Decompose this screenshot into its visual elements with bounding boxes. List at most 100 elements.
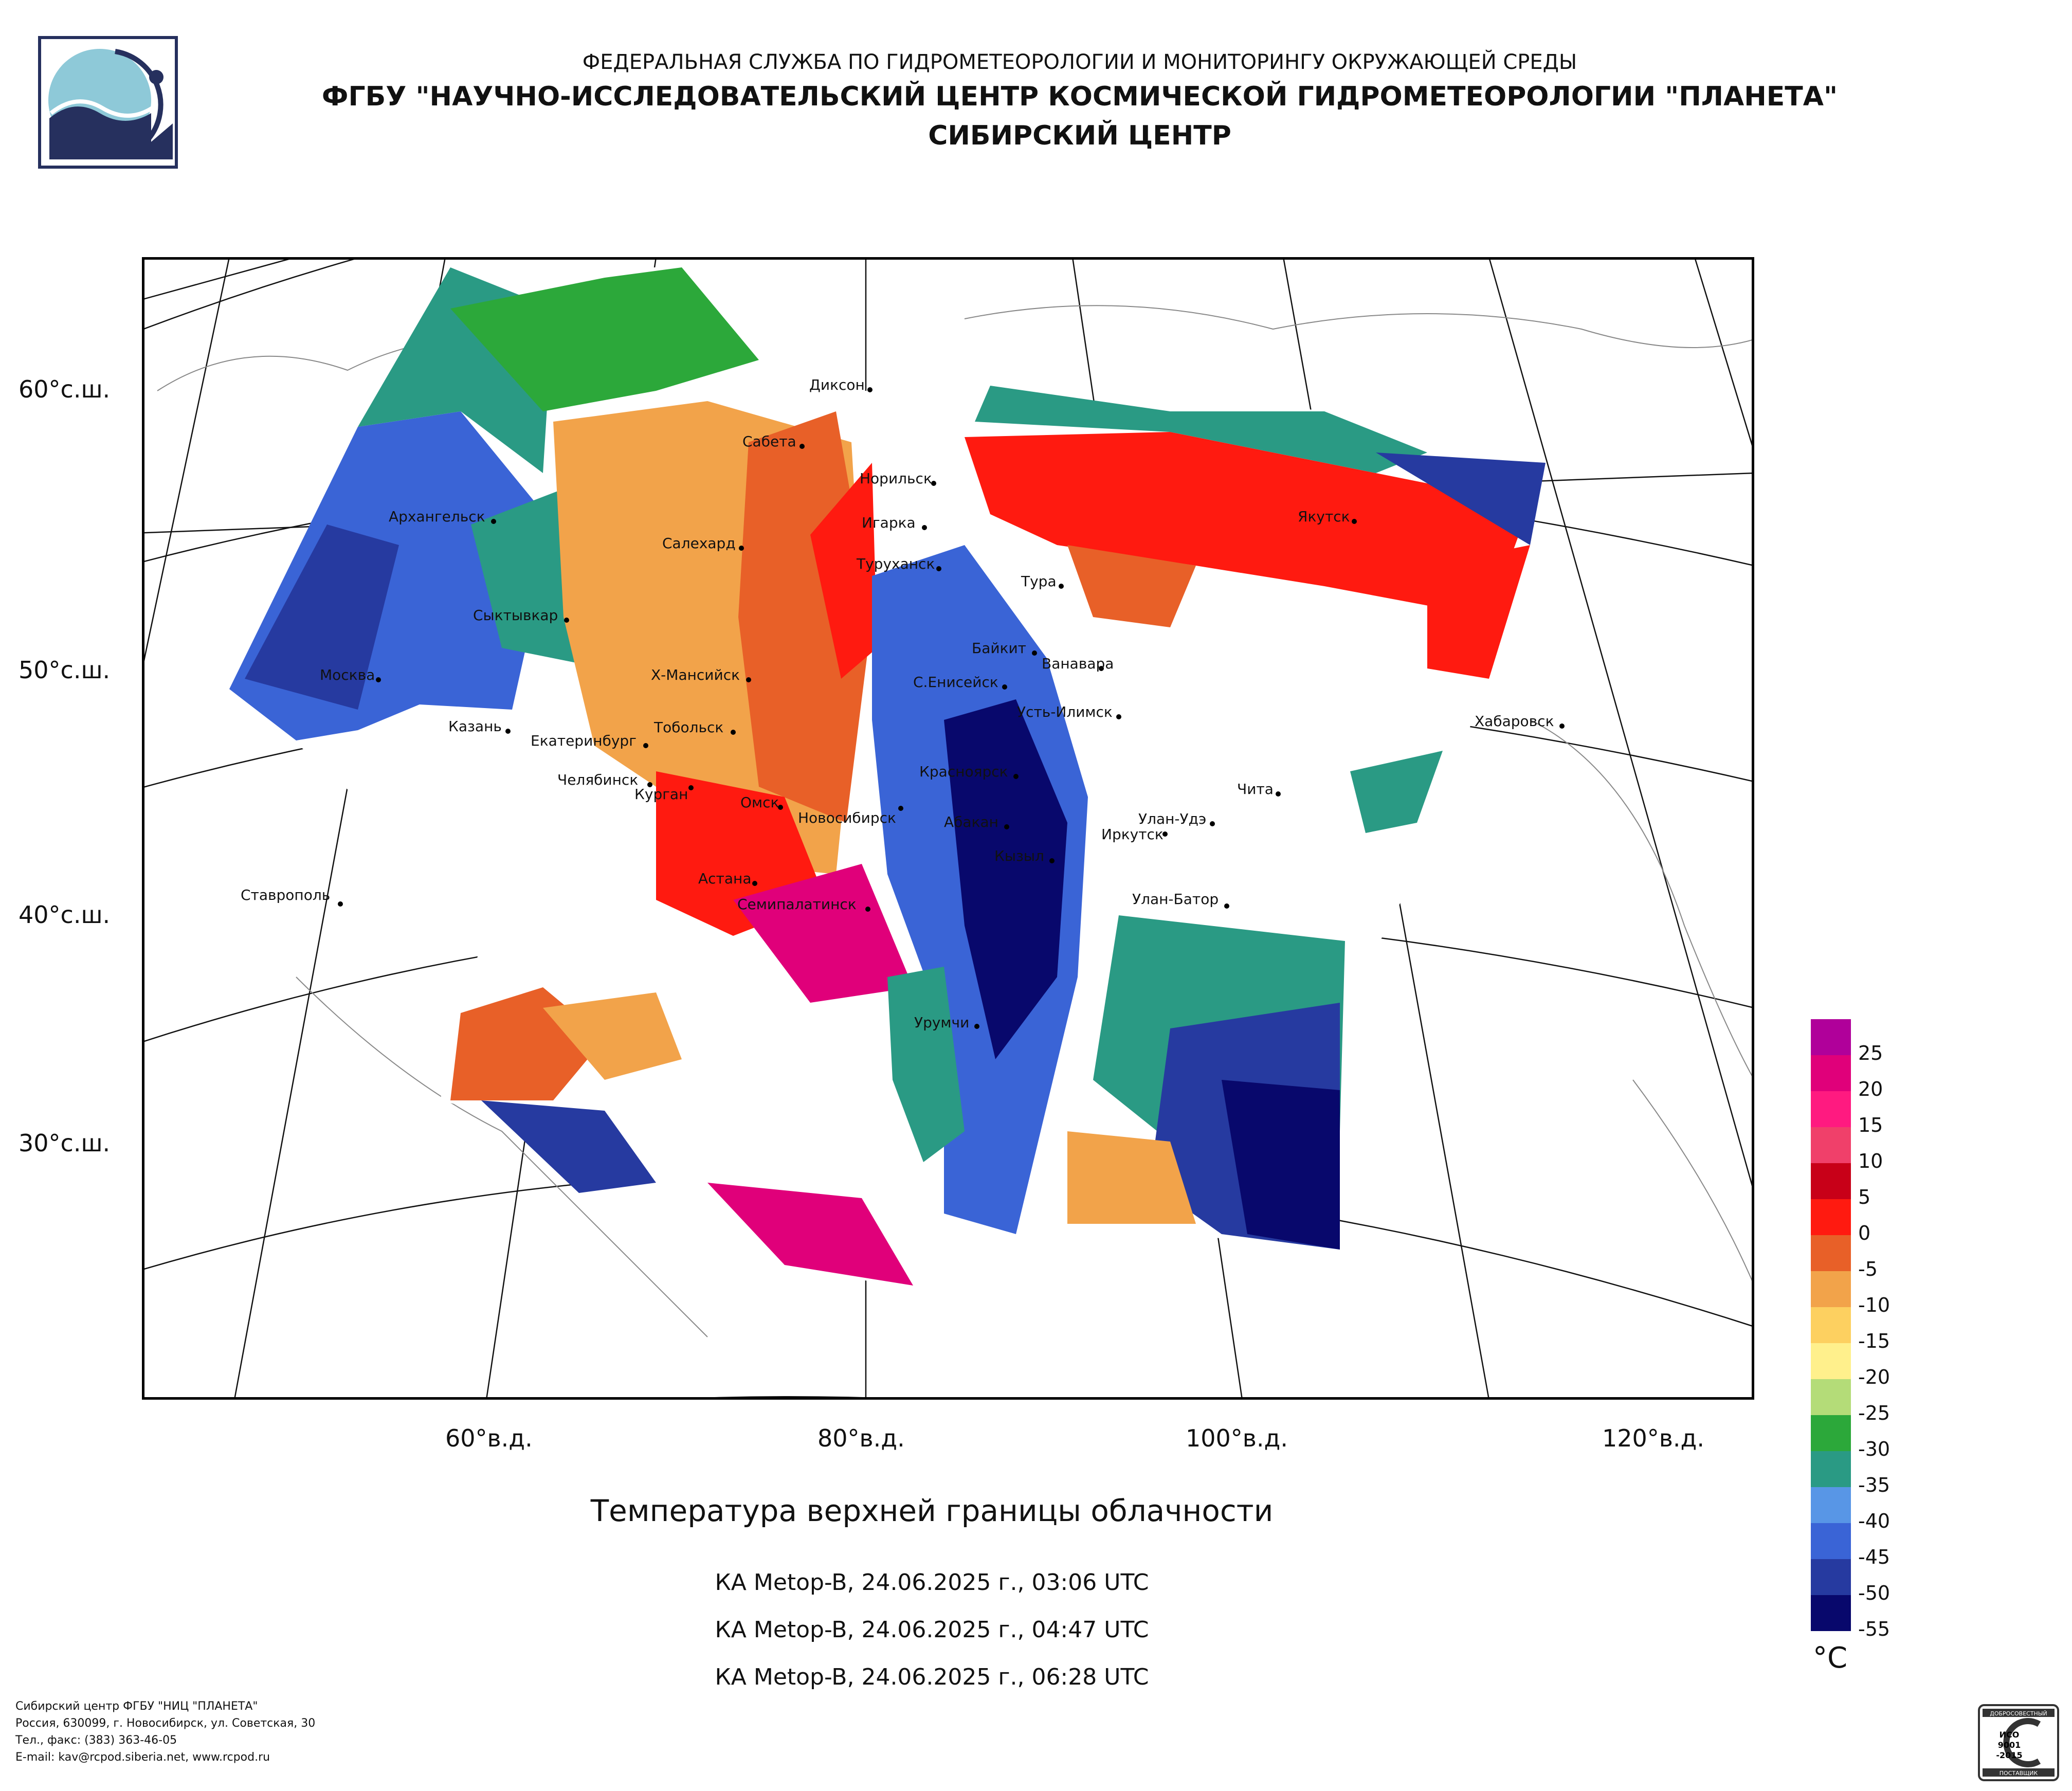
city-severo-yeniseysk: С.Енисейск [913, 674, 1007, 691]
legend-swatch [1811, 1199, 1851, 1235]
svg-text:Байкит: Байкит [972, 640, 1026, 657]
legend-swatch [1811, 1019, 1851, 1055]
svg-text:Хабаровск: Хабаровск [1475, 713, 1554, 730]
svg-text:ДОБРОСОВЕСТНЫЙ: ДОБРОСОВЕСТНЫЙ [1990, 1710, 2047, 1717]
city-norilsk: Норильск [860, 470, 936, 487]
city-novosibirsk: Новосибирск [798, 806, 903, 826]
legend-swatch [1811, 1595, 1851, 1631]
city-yekaterinburg: Екатеринбург [531, 732, 648, 749]
legend-label: 25 [1858, 1042, 1883, 1064]
svg-text:Сабета: Сабета [742, 433, 796, 450]
city-kazan: Казань [448, 718, 511, 735]
city-moskva: Москва [320, 666, 381, 683]
city-dikson: Диксон [809, 376, 873, 393]
lon-label-80: 80°в.д. [817, 1424, 905, 1452]
svg-text:Екатеринбург: Екатеринбург [531, 732, 637, 749]
svg-text:Казань: Казань [448, 718, 502, 735]
city-stavropol: Ставрополь [241, 887, 343, 907]
city-markers: Диксон Сабета Норильск Игарка Туруханск … [241, 376, 1565, 1031]
city-semipalatinsk: Семипалатинск [737, 896, 870, 913]
agency-name: ФЕДЕРАЛЬНАЯ СЛУЖБА ПО ГИДРОМЕТЕОРОЛОГИИ … [582, 50, 1577, 74]
svg-text:Игарка: Игарка [862, 514, 916, 531]
city-urumqi: Урумчи [914, 1014, 979, 1031]
legend-label: -50 [1858, 1582, 1891, 1604]
svg-text:Улан-Удэ: Улан-Удэ [1138, 810, 1206, 827]
svg-text:Ставрополь: Ставрополь [241, 887, 330, 903]
legend-swatch [1811, 1379, 1851, 1415]
product-title: Температура верхней границы облачности [590, 1493, 1274, 1528]
city-vanavara: Ванавара [1042, 655, 1114, 672]
city-kurgan: Курган [634, 785, 694, 803]
legend-swatch [1811, 1451, 1851, 1487]
lat-label-30: 30°с.ш. [19, 1129, 111, 1157]
legend-swatch [1811, 1271, 1851, 1307]
svg-text:ПОСТАВЩИК: ПОСТАВЩИК [2000, 1770, 2038, 1777]
city-chelyabinsk: Челябинск [557, 771, 652, 788]
city-salekhard: Салехард [662, 535, 744, 552]
svg-text:Новосибирск: Новосибирск [798, 809, 896, 826]
map-frame [141, 257, 1755, 1400]
svg-text:Иркутск: Иркутск [1101, 826, 1164, 843]
lat-label-50: 50°с.ш. [19, 656, 111, 684]
city-abakan: Абакан [944, 813, 1009, 830]
legend-label: -10 [1858, 1294, 1891, 1316]
svg-text:Тобольск: Тобольск [653, 719, 723, 736]
svg-text:Абакан: Абакан [944, 813, 998, 830]
planeta-logo [38, 36, 178, 169]
svg-text:Сыктывкар: Сыктывкар [473, 607, 558, 624]
city-omsk: Омск [740, 794, 783, 811]
institute-name: ФГБУ "НАУЧНО-ИССЛЕДОВАТЕЛЬСКИЙ ЦЕНТР КОС… [321, 81, 1838, 112]
footer-org: Сибирский центр ФГБУ "НИЦ "ПЛАНЕТА" [15, 1700, 258, 1713]
legend-label: -20 [1858, 1366, 1891, 1388]
legend-swatch [1811, 1091, 1851, 1127]
legend-swatch [1811, 1415, 1851, 1451]
pass-2: КА Metop-B, 24.06.2025 г., 04:47 UTC [715, 1617, 1149, 1643]
legend-swatch [1811, 1235, 1851, 1271]
city-khanty-mansiysk: Х-Мансийск [651, 666, 751, 683]
city-arkhangelsk: Архангельск [389, 508, 496, 525]
pass-3: КА Metop-B, 24.06.2025 г., 06:28 UTC [715, 1664, 1149, 1690]
svg-text:Челябинск: Челябинск [557, 771, 638, 788]
legend-label: -25 [1858, 1402, 1891, 1424]
svg-text:Курган: Курган [634, 786, 688, 803]
city-tobolsk: Тобольск [653, 719, 736, 736]
city-yakutsk: Якутск [1298, 508, 1357, 525]
legend-label: 5 [1858, 1186, 1871, 1208]
svg-text:Семипалатинск: Семипалатинск [737, 896, 857, 913]
pass-1: КА Metop-B, 24.06.2025 г., 03:06 UTC [715, 1569, 1149, 1596]
svg-text:9001: 9001 [1998, 1740, 2021, 1750]
legend-label: -30 [1858, 1438, 1891, 1460]
svg-text:Урумчи: Урумчи [914, 1014, 969, 1031]
lon-label-100: 100°в.д. [1186, 1424, 1288, 1452]
svg-text:Тура: Тура [1021, 573, 1057, 590]
lon-label-60: 60°в.д. [445, 1424, 533, 1452]
svg-text:Х-Мансийск: Х-Мансийск [651, 666, 740, 683]
svg-text:Ванавара: Ванавара [1042, 655, 1114, 672]
footer-email: E-mail: kav@rcpod.siberia.net, www.rcpod… [15, 1751, 270, 1764]
legend-swatch [1811, 1343, 1851, 1379]
city-sabeta: Сабета [742, 433, 805, 450]
svg-text:Якутск: Якутск [1298, 508, 1350, 525]
legend-label: -45 [1858, 1546, 1891, 1568]
city-ulan-ude: Улан-Удэ [1138, 810, 1215, 827]
footer-address: Россия, 630099, г. Новосибирск, ул. Сове… [15, 1717, 316, 1730]
legend-swatch [1811, 1307, 1851, 1343]
legend-swatch [1811, 1127, 1851, 1163]
legend-label: -55 [1858, 1618, 1891, 1640]
lat-label-40: 40°с.ш. [19, 901, 111, 929]
city-khabarovsk: Хабаровск [1475, 713, 1565, 730]
legend-swatch [1811, 1559, 1851, 1595]
city-irkutsk: Иркутск [1101, 826, 1168, 843]
lon-label-120: 120°в.д. [1602, 1424, 1704, 1452]
city-igarka: Игарка [862, 514, 927, 531]
legend-swatch [1811, 1523, 1851, 1559]
city-astana: Астана [698, 870, 757, 887]
svg-text:Кызыл: Кызыл [994, 847, 1044, 864]
city-krasnoyarsk: Красноярск [919, 763, 1019, 780]
center-name: СИБИРСКИЙ ЦЕНТР [928, 120, 1231, 151]
legend-swatch [1811, 1055, 1851, 1091]
legend-label: -40 [1858, 1510, 1891, 1532]
svg-text:Салехард: Салехард [662, 535, 736, 552]
svg-text:Архангельск: Архангельск [389, 508, 485, 525]
city-syktyvkar: Сыктывкар [473, 607, 569, 624]
